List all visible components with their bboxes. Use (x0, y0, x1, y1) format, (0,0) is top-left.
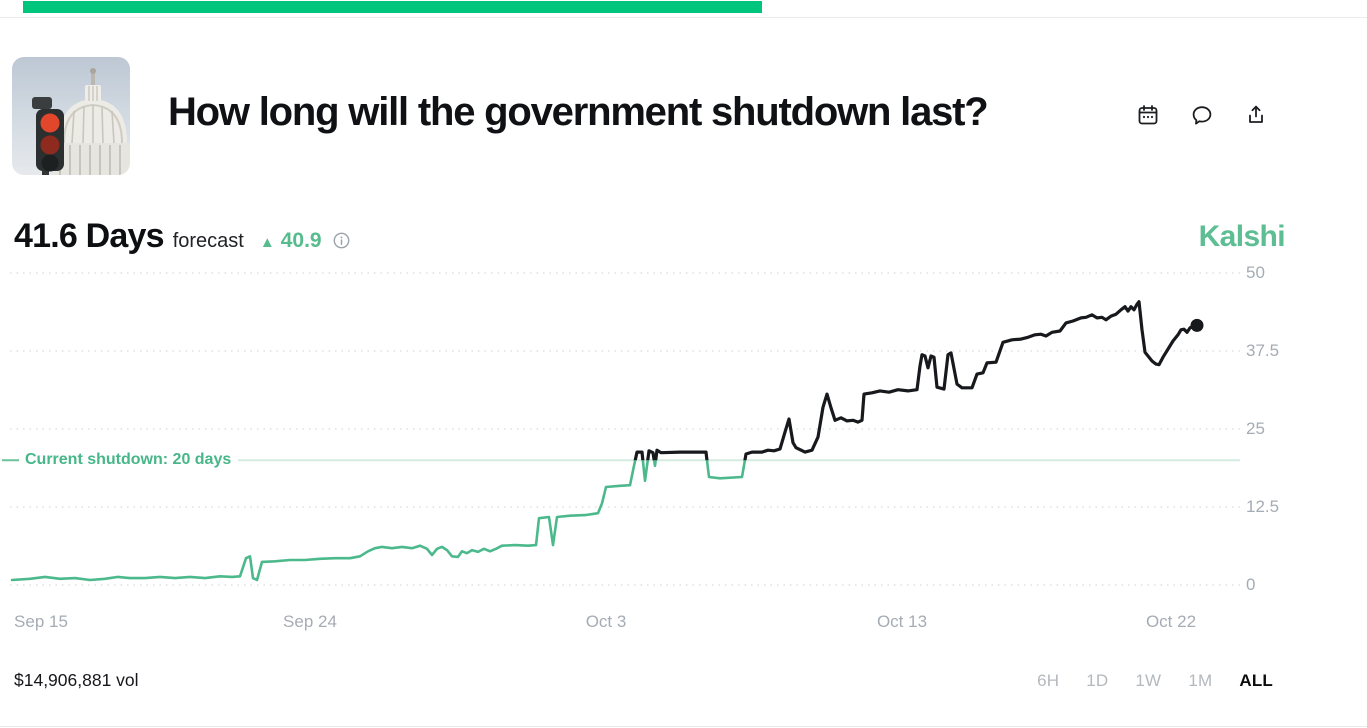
comment-button[interactable] (1190, 103, 1214, 127)
share-icon (1249, 105, 1263, 123)
calendar-icon (1138, 105, 1158, 125)
capitol-traffic-light-image (12, 57, 130, 175)
up-arrow-icon: ▲ (259, 234, 275, 251)
calendar-button[interactable] (1136, 103, 1160, 127)
y-axis-tick: 0 (1246, 575, 1256, 594)
volume-label: $14,906,881 vol (14, 670, 139, 690)
x-axis-tick: Oct 13 (876, 612, 928, 631)
y-axis-tick: 50 (1246, 263, 1265, 282)
range-all-button[interactable]: ALL (1239, 671, 1273, 690)
market-thumbnail (12, 57, 130, 175)
page-title: How long will the government shutdown la… (168, 90, 989, 134)
y-axis-tick: 37.5 (1246, 341, 1280, 360)
comment-icon (1192, 106, 1212, 125)
share-button[interactable] (1244, 103, 1268, 127)
top-divider (0, 17, 1367, 18)
forecast-label: forecast (172, 230, 244, 252)
bottom-divider (0, 726, 1367, 727)
forecast-change-value: 40.9 (280, 229, 322, 252)
time-range-selector: 6H 1D 1W 1M ALL (1037, 671, 1273, 691)
range-1d-button[interactable]: 1D (1086, 671, 1109, 690)
forecast-value: 41.6 Days (14, 217, 165, 255)
top-progress-bar (23, 1, 762, 13)
range-6h-button[interactable]: 6H (1037, 671, 1060, 690)
info-button[interactable] (333, 232, 350, 254)
range-1w-button[interactable]: 1W (1135, 671, 1162, 690)
forecast-change: ▲ 40.9 (260, 229, 322, 253)
y-axis-tick: 12.5 (1246, 497, 1280, 516)
header-actions (1136, 103, 1268, 127)
info-icon (333, 232, 349, 249)
current-shutdown-annotation: Current shutdown: 20 days (23, 451, 238, 469)
x-axis-tick: Sep 24 (283, 612, 337, 631)
x-axis-tick: Sep 15 (14, 612, 68, 631)
range-1m-button[interactable]: 1M (1188, 671, 1213, 690)
kalshi-watermark: Kalshi (1198, 220, 1286, 253)
x-axis-tick: Oct 22 (1145, 612, 1197, 631)
y-axis-tick: 25 (1246, 419, 1265, 438)
x-axis-tick: Oct 3 (585, 612, 627, 631)
forecast-row: 41.6 Days forecast ▲ 40.9 (14, 217, 350, 256)
